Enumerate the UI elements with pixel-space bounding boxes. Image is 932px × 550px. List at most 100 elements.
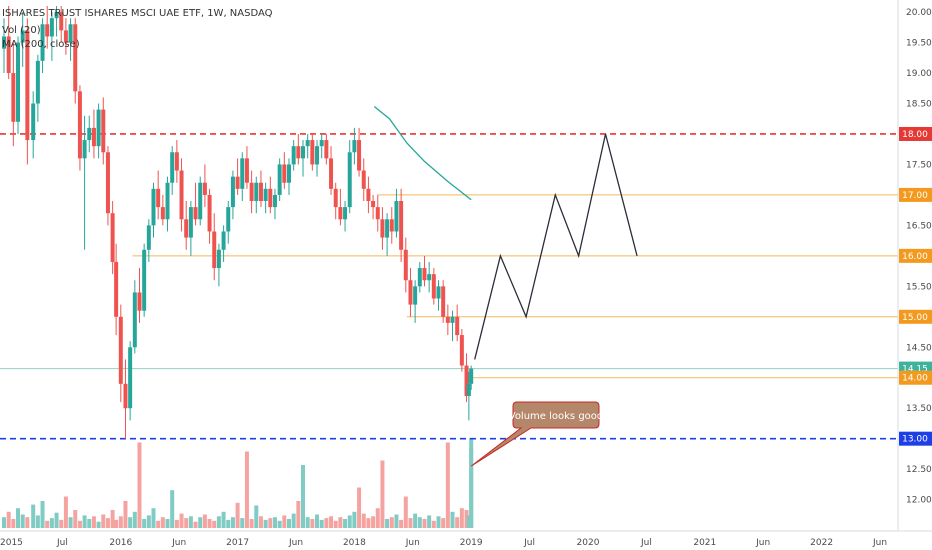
candle-body xyxy=(258,182,263,202)
candle-body xyxy=(114,261,119,317)
candle-body xyxy=(408,280,413,305)
candle-body xyxy=(11,73,16,122)
y-tick-label: 20.00 xyxy=(906,8,932,18)
candle-body xyxy=(160,207,165,220)
candle-body xyxy=(230,176,235,208)
volume-bar xyxy=(118,516,123,528)
candle-body xyxy=(25,30,30,141)
volume-bar xyxy=(184,518,189,528)
volume-bar xyxy=(277,520,282,528)
y-tick-label: 16.50 xyxy=(906,221,932,231)
volume-bar xyxy=(403,496,408,528)
candle-body xyxy=(333,188,338,208)
x-tick-label: 2016 xyxy=(109,538,132,548)
candlesticks xyxy=(2,6,474,439)
candle-body xyxy=(216,249,221,269)
volume-bar xyxy=(240,518,245,528)
candle-body xyxy=(310,140,315,165)
volume-bar xyxy=(82,515,87,528)
x-tick-label: 2018 xyxy=(343,538,366,548)
candle-body xyxy=(389,219,394,232)
volume-bar xyxy=(73,510,78,528)
volume-bar xyxy=(165,519,170,528)
volume-bar xyxy=(230,517,235,528)
volume-bar xyxy=(268,518,273,528)
candle-body xyxy=(184,219,189,238)
volume-bar xyxy=(132,511,137,528)
y-tick-label: 19.50 xyxy=(906,39,932,49)
candle-body xyxy=(77,91,82,159)
price-tag xyxy=(899,309,932,324)
candle-body xyxy=(357,140,362,171)
y-tick-label: 17.50 xyxy=(906,160,932,170)
moving-average xyxy=(373,106,472,201)
candle-body xyxy=(375,207,380,220)
y-tick-label: 14.50 xyxy=(906,343,932,353)
candle-body xyxy=(291,146,296,165)
y-tick-label: 13.50 xyxy=(906,404,932,414)
volume-bar xyxy=(291,513,296,528)
chart-title: ISHARES TRUST ISHARES MSCI UAE ETF, 1W, … xyxy=(2,8,273,19)
volume-bar xyxy=(263,519,268,528)
volume-bar xyxy=(244,451,249,528)
volume-bar xyxy=(366,518,371,528)
candle-body xyxy=(142,249,147,311)
callout-text: Volume looks good xyxy=(509,411,604,422)
volume-bar xyxy=(272,517,277,528)
projection-line xyxy=(474,133,638,360)
candle-body xyxy=(296,146,301,159)
projection-path xyxy=(474,133,638,360)
x-tick-label: Jun xyxy=(755,538,770,548)
candle-body xyxy=(268,188,273,208)
candle-body xyxy=(137,292,142,311)
volume-bar xyxy=(207,519,212,528)
volume-bar xyxy=(123,501,128,528)
candle-body xyxy=(221,231,226,250)
x-tick-label: Jun xyxy=(288,538,303,548)
volume-bar xyxy=(436,516,441,528)
volume-bar xyxy=(137,442,142,528)
volume-bar xyxy=(333,520,338,528)
candle-body xyxy=(118,316,123,384)
volume-bar xyxy=(170,490,175,528)
price-tag-label: 14.15 xyxy=(902,365,928,375)
volume-bar xyxy=(375,508,380,528)
volume-bar xyxy=(389,517,394,528)
candle-body xyxy=(179,170,184,220)
candle-body xyxy=(20,30,25,43)
volume-bar xyxy=(221,511,226,528)
volume-bar xyxy=(45,520,50,528)
volume-bar xyxy=(20,514,25,528)
candle-body xyxy=(240,158,245,189)
candle-body xyxy=(371,201,376,208)
volume-bar xyxy=(258,516,263,528)
candle-body xyxy=(366,188,371,202)
y-tick-label: 19.00 xyxy=(906,69,932,79)
volume-bar xyxy=(174,519,179,528)
y-tick-label: 12.00 xyxy=(906,496,932,506)
candle-body xyxy=(35,60,40,104)
volume-bar xyxy=(2,517,6,528)
candle-body xyxy=(464,365,469,397)
candle-body xyxy=(277,164,282,195)
candle-body xyxy=(301,146,306,159)
y-tick-label: 18.50 xyxy=(906,100,932,110)
time-axis[interactable]: 2015 Jul 2016 Jun 2017 Jun 2018 Jun 2019 Jul 2020 J… xyxy=(0,538,887,548)
x-tick-label: 2017 xyxy=(226,538,249,548)
volume-bar xyxy=(286,519,291,528)
price-tag-label: 18.00 xyxy=(902,130,928,140)
volume-bar xyxy=(422,519,427,528)
candle-body xyxy=(244,158,249,183)
volume-bar xyxy=(226,519,231,528)
volume-bar xyxy=(469,438,474,528)
volume-bar xyxy=(77,520,82,528)
y-tick-label: 12.50 xyxy=(906,465,932,475)
volume-bar xyxy=(427,515,432,528)
price-tag-label: 13.00 xyxy=(902,435,928,445)
volume-bar xyxy=(11,519,16,528)
volume-bar xyxy=(96,521,101,528)
price-tag xyxy=(899,431,932,446)
y-tick-label: 15.50 xyxy=(906,282,932,292)
candle-body xyxy=(132,292,137,348)
